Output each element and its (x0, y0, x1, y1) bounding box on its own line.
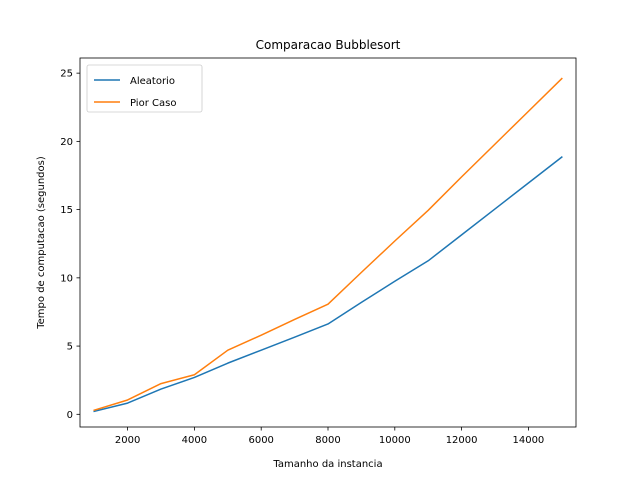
legend-label-pior-caso: Pior Caso (130, 98, 176, 109)
legend: Aleatorio Pior Caso (86, 64, 203, 113)
x-tick-label: 12000 (446, 435, 478, 446)
x-tick-label: 8000 (315, 435, 340, 446)
x-axis-label: Tamanho da instancia (272, 459, 382, 470)
y-tick-label: 25 (60, 69, 73, 80)
x-tick-label: 2000 (115, 435, 140, 446)
chart-title: Comparacao Bubblesort (256, 38, 401, 52)
series-line-aleatorio (93, 156, 563, 413)
y-axis-label: Tempo de computacao (segundos) (36, 156, 47, 330)
legend-box (86, 64, 203, 113)
y-tick-label: 20 (60, 137, 73, 148)
y-tick-label: 0 (67, 410, 73, 421)
legend-label-aleatorio: Aleatorio (130, 76, 175, 87)
y-tick-label: 10 (60, 273, 73, 284)
x-tick-label: 10000 (379, 435, 411, 446)
x-tick-label: 6000 (248, 435, 273, 446)
y-tick-label: 5 (67, 342, 73, 353)
y-tick-label: 15 (60, 205, 73, 216)
plot-area: 2000 4000 6000 8000 10000 12000 14000 0 5 10 15 20 2… (60, 57, 577, 446)
x-tick-label: 14000 (512, 435, 544, 446)
x-tick-label: 4000 (182, 435, 207, 446)
series-line-pior-caso (93, 77, 563, 412)
